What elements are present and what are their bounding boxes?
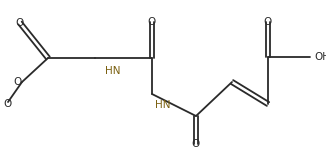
Text: HN: HN: [155, 100, 171, 110]
Text: O: O: [15, 18, 23, 28]
Text: OH: OH: [314, 52, 326, 62]
Text: O: O: [264, 17, 272, 27]
Text: O: O: [192, 139, 200, 149]
Text: O: O: [3, 99, 11, 109]
Text: O: O: [14, 77, 22, 87]
Text: O: O: [148, 17, 156, 27]
Text: HN: HN: [105, 66, 121, 76]
